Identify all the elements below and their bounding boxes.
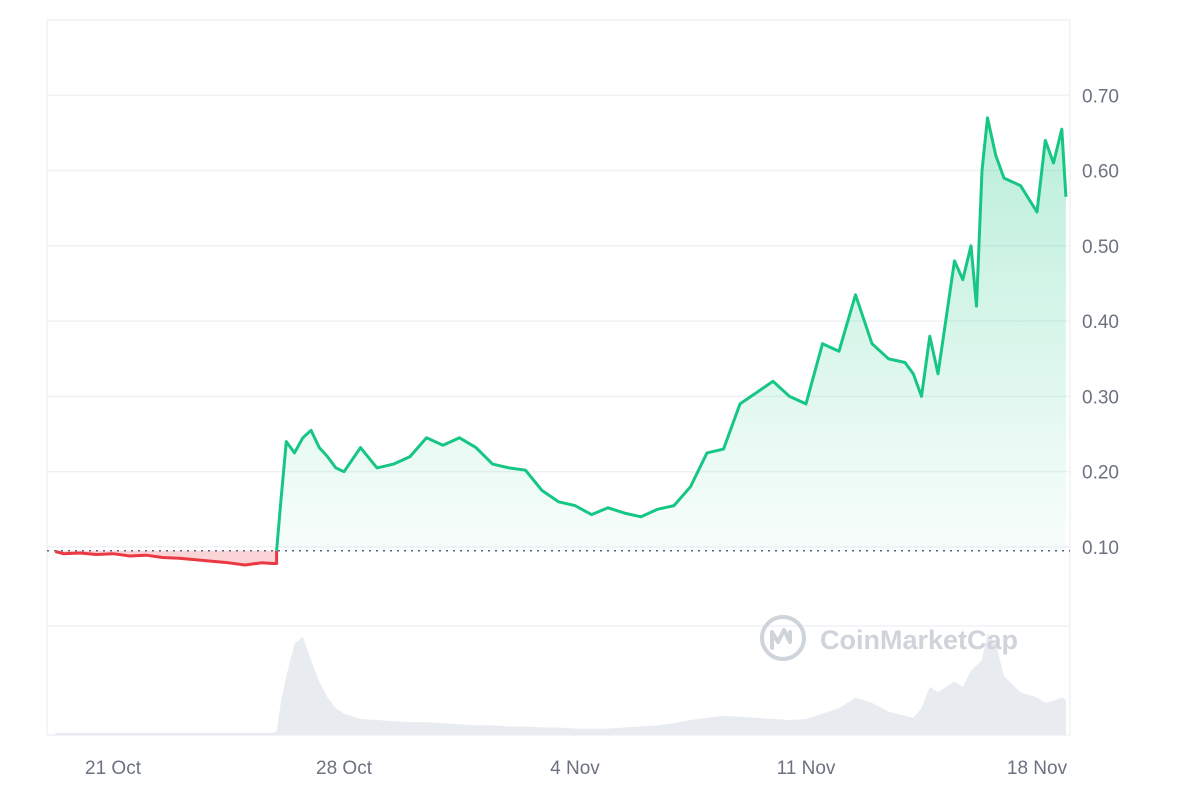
x-tick-label: 11 Nov	[777, 758, 836, 779]
area-fills	[55, 117, 1066, 565]
y-tick-label: 0.60	[1082, 162, 1119, 183]
watermark-text: CoinMarketCap	[820, 625, 1018, 655]
x-tick-label: 4 Nov	[550, 758, 600, 779]
x-tick-label: 18 Nov	[1007, 758, 1068, 779]
price-line-down	[54, 550, 279, 567]
price-lines	[54, 116, 1068, 567]
y-tick-label: 0.70	[1082, 86, 1119, 107]
watermark: CoinMarketCap	[760, 615, 1018, 661]
price-line-up	[275, 116, 1068, 551]
x-axis: 21 Oct 28 Oct 4 Nov 11 Nov 18 Nov	[85, 758, 1068, 779]
y-axis: 0.70 0.60 0.50 0.40 0.30 0.20 0.10	[1082, 86, 1119, 559]
y-tick-label: 0.20	[1082, 463, 1119, 484]
x-tick-label: 21 Oct	[85, 758, 142, 779]
volume-area-path	[55, 633, 1066, 735]
y-tick-label: 0.30	[1082, 387, 1119, 408]
y-tick-label: 0.10	[1082, 538, 1119, 559]
coinmarketcap-logo-icon	[760, 615, 806, 661]
price-fill-up	[276, 117, 1066, 551]
x-tick-label: 28 Oct	[316, 758, 373, 779]
y-tick-label: 0.40	[1082, 312, 1119, 333]
y-tick-label: 0.50	[1082, 237, 1119, 258]
volume-area	[55, 633, 1066, 735]
